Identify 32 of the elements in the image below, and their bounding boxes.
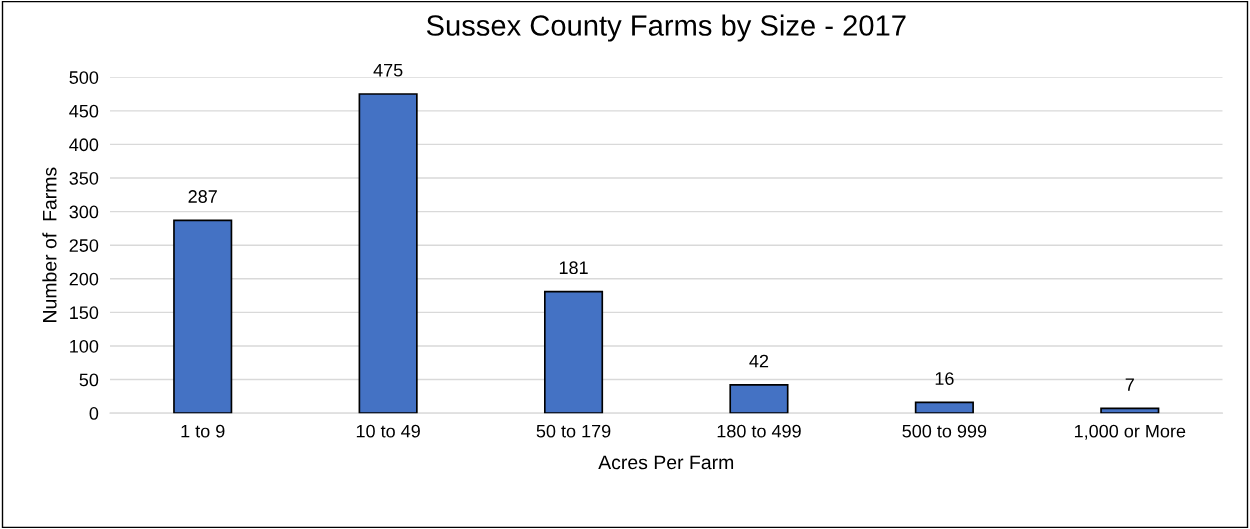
bar xyxy=(543,290,604,414)
y-tick-label: 400 xyxy=(69,138,99,152)
data-label: 7 xyxy=(1125,378,1134,391)
data-label: 475 xyxy=(373,63,403,77)
x-tick-label: 50 to 179 xyxy=(536,424,611,438)
x-tick-label: 180 to 499 xyxy=(717,424,801,438)
x-tick-label: 1,000 or More xyxy=(1074,424,1186,440)
y-tick-label: 250 xyxy=(69,239,99,252)
y-axis-title: Number of Farms xyxy=(42,167,57,322)
y-tick-label: 450 xyxy=(69,104,99,118)
y-tick-label: 300 xyxy=(69,205,99,219)
x-axis-title: Acres Per Farm xyxy=(598,455,734,470)
y-tick-label: 200 xyxy=(69,272,99,286)
bar xyxy=(173,219,233,414)
x-tick-label: 10 to 49 xyxy=(356,424,420,438)
x-tick-label: 500 to 999 xyxy=(902,424,987,438)
bar xyxy=(1100,407,1160,414)
y-tick-label: 350 xyxy=(69,171,99,185)
data-label: 287 xyxy=(188,190,217,203)
bar xyxy=(358,93,418,414)
data-label: 181 xyxy=(559,261,588,275)
y-tick-label: 500 xyxy=(69,71,99,84)
data-label: 16 xyxy=(935,372,954,385)
y-tick-label: 50 xyxy=(79,373,99,387)
y-tick-label: 0 xyxy=(89,407,99,420)
bar xyxy=(914,401,974,414)
chart-title: Sussex County Farms by Size - 2017 xyxy=(426,14,906,42)
data-label: 42 xyxy=(749,354,769,368)
y-tick-label: 150 xyxy=(70,306,99,320)
y-tick-label: 100 xyxy=(70,339,99,353)
x-tick-label: 1 to 9 xyxy=(181,424,225,438)
bar xyxy=(729,384,789,414)
